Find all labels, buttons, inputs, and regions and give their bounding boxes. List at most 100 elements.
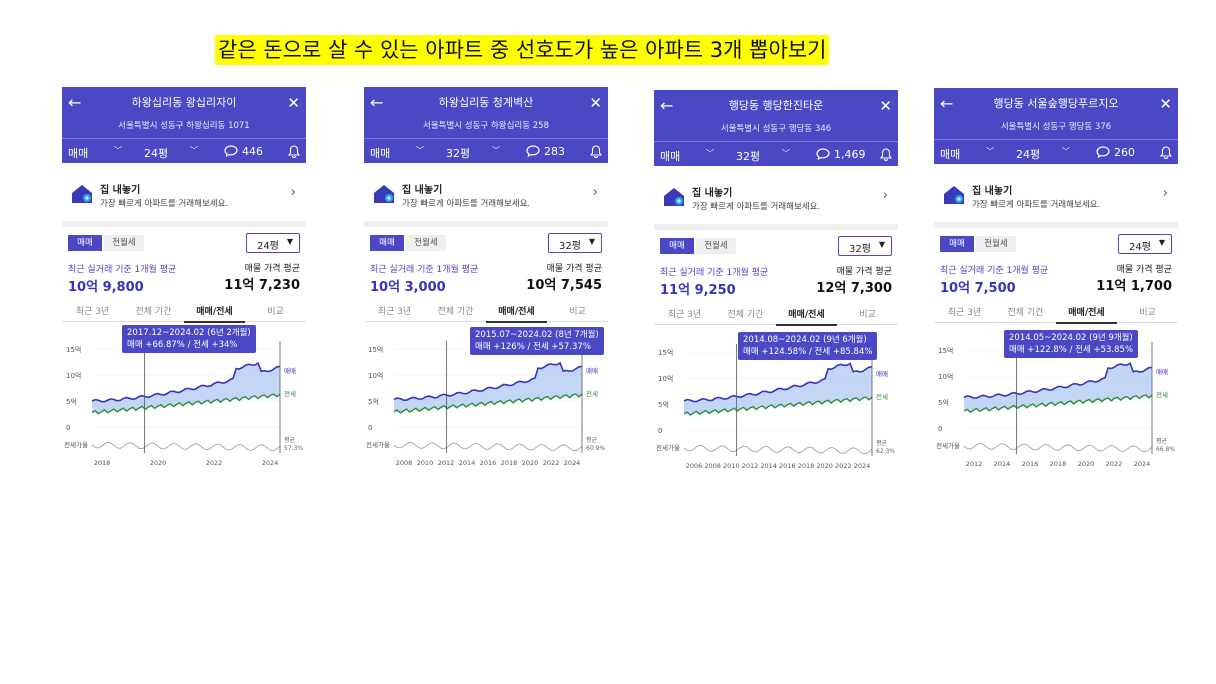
sell-banner[interactable]: 집 내놓기 가장 빠르게 아파트를 거래해보세요. ›	[654, 172, 898, 230]
comment-icon[interactable]	[224, 145, 238, 160]
back-arrow-icon[interactable]: ←	[940, 94, 954, 113]
bell-icon[interactable]	[287, 145, 301, 161]
jeonse-rate-axis-label: 전세가율	[64, 440, 88, 449]
sell-banner[interactable]: 집 내놓기 가장 빠르게 아파트를 거래해보세요. ›	[364, 169, 608, 227]
tab-trade[interactable]: 매매	[68, 235, 102, 251]
tab-all-period[interactable]: 전체 기간	[437, 307, 474, 317]
jeonse-line	[963, 394, 1153, 414]
size-select[interactable]: 24평	[144, 147, 169, 160]
bell-icon[interactable]	[589, 145, 603, 161]
sell-subtitle: 가장 빠르게 아파트를 거래해보세요.	[972, 200, 1101, 210]
back-arrow-icon[interactable]: ←	[68, 93, 82, 112]
size-dropdown[interactable]: 32평 ▼	[548, 233, 602, 253]
size-dropdown-value: 24평	[257, 241, 279, 252]
tab-trade[interactable]: 매매	[940, 236, 974, 252]
sell-banner[interactable]: 집 내놓기 가장 빠르게 아파트를 거래해보세요. ›	[934, 170, 1178, 228]
size-dropdown[interactable]: 24평 ▼	[1118, 234, 1172, 254]
jeonse-series-label: 전세	[876, 392, 888, 401]
comment-count: 446	[242, 145, 263, 158]
y-tick-label: 0	[938, 425, 942, 433]
tab-compare[interactable]: 비교	[569, 307, 586, 317]
chevron-right-icon[interactable]: ›	[882, 188, 888, 203]
price-chart[interactable]: 15억 10억 5억 0 2008 2010 2012 2014 2016 2018 2020 202…	[364, 321, 608, 471]
avg-label: 평균	[586, 436, 598, 444]
card-header: ← 하왕십리동 청계벽산 ✕ 서울특별시 성동구 하왕십리동 258 매매 ﹀ …	[364, 87, 608, 163]
size-dropdown[interactable]: 32평 ▼	[838, 236, 892, 256]
apartment-name: 행당동 행당한진타운	[728, 99, 824, 112]
tab-all-period[interactable]: 전체 기간	[1007, 308, 1044, 318]
chevron-right-icon[interactable]: ›	[290, 185, 296, 200]
deal-type-select[interactable]: 매매	[660, 150, 681, 163]
x-tick-label: 2014	[459, 459, 476, 467]
tab-recent-3y[interactable]: 최근 3년	[947, 308, 982, 318]
sell-title: 집 내놓기	[402, 185, 443, 196]
deal-type-select[interactable]: 매매	[68, 147, 89, 160]
comment-icon[interactable]	[1096, 146, 1110, 161]
back-arrow-icon[interactable]: ←	[370, 93, 384, 112]
tab-compare[interactable]: 비교	[859, 310, 876, 320]
comment-icon[interactable]	[526, 145, 540, 160]
tab-trade[interactable]: 매매	[370, 235, 404, 251]
tab-recent-3y[interactable]: 최근 3년	[667, 310, 702, 320]
back-arrow-icon[interactable]: ←	[660, 96, 674, 115]
tab-all-period[interactable]: 전체 기간	[135, 307, 172, 317]
comment-count: 283	[544, 145, 565, 158]
chevron-down-icon[interactable]: ﹀	[706, 149, 714, 158]
sell-subtitle: 가장 빠르게 아파트를 거래해보세요.	[100, 199, 229, 209]
tab-rent[interactable]: 전월세	[104, 235, 144, 251]
deal-type-select[interactable]: 매매	[370, 147, 391, 160]
bell-icon[interactable]	[1159, 146, 1173, 162]
close-icon[interactable]: ✕	[589, 94, 602, 112]
size-select[interactable]: 24평	[1016, 148, 1041, 161]
avg-price-label: 최근 실거래 기준 1개월 평균	[660, 268, 769, 278]
jeonse-series-label: 전세	[284, 389, 296, 398]
chevron-down-icon[interactable]: ﹀	[1062, 147, 1070, 156]
tab-rent[interactable]: 전월세	[696, 238, 736, 254]
price-chart[interactable]: 15억 10억 5억 0 2012 2014 2016 2018 2020 2022 2024 매매전…	[934, 322, 1178, 472]
x-tick-label: 2020	[816, 462, 833, 470]
tab-rent[interactable]: 전월세	[976, 236, 1016, 252]
jeonse-rate-axis-label: 전세가율	[656, 443, 680, 452]
bell-icon[interactable]	[879, 148, 893, 164]
tab-trade-jeonse[interactable]: 매매/전세	[184, 304, 245, 323]
tab-all-period[interactable]: 전체 기간	[727, 310, 764, 320]
y-tick-label: 10억	[938, 373, 953, 381]
y-tick-label: 5억	[658, 401, 669, 409]
size-dropdown[interactable]: 24평 ▼	[246, 233, 300, 253]
tab-rent[interactable]: 전월세	[406, 235, 446, 251]
listing-price-value: 10억 7,545	[526, 278, 602, 293]
chevron-right-icon[interactable]: ›	[1162, 186, 1168, 201]
x-tick-label: 2022	[835, 462, 852, 470]
chevron-down-icon[interactable]: ﹀	[114, 146, 122, 155]
tab-trade[interactable]: 매매	[660, 238, 694, 254]
tab-trade-jeonse[interactable]: 매매/전세	[1056, 305, 1117, 324]
tab-compare[interactable]: 비교	[267, 307, 284, 317]
y-tick-label: 10억	[66, 372, 81, 380]
chevron-right-icon[interactable]: ›	[592, 185, 598, 200]
chart-tooltip: 2015.07~2024.02 (8년 7개월) 매매 +126% / 전세 +…	[470, 327, 604, 355]
listing-price-value: 12억 7,300	[816, 281, 892, 296]
size-select[interactable]: 32평	[446, 147, 471, 160]
page-title: 같은 돈으로 살 수 있는 아파트 중 선호도가 높은 아파트 3개 뽑아보기	[215, 35, 830, 65]
avg-price-value: 10억 7,500	[940, 281, 1016, 296]
chevron-down-icon[interactable]: ﹀	[492, 146, 500, 155]
tab-recent-3y[interactable]: 최근 3년	[377, 307, 412, 317]
tab-compare[interactable]: 비교	[1139, 308, 1156, 318]
tab-recent-3y[interactable]: 최근 3년	[75, 307, 110, 317]
avg-label: 평균	[284, 436, 296, 444]
deal-type-select[interactable]: 매매	[940, 148, 961, 161]
chevron-down-icon[interactable]: ﹀	[782, 149, 790, 158]
comment-icon[interactable]	[816, 148, 830, 163]
size-select[interactable]: 32평	[736, 150, 761, 163]
sell-banner[interactable]: 집 내놓기 가장 빠르게 아파트를 거래해보세요. ›	[62, 169, 306, 227]
chevron-down-icon[interactable]: ﹀	[416, 146, 424, 155]
tab-trade-jeonse[interactable]: 매매/전세	[486, 304, 547, 323]
chevron-down-icon[interactable]: ﹀	[986, 147, 994, 156]
close-icon[interactable]: ✕	[1159, 95, 1172, 113]
close-icon[interactable]: ✕	[879, 97, 892, 115]
chevron-down-icon[interactable]: ﹀	[190, 146, 198, 155]
close-icon[interactable]: ✕	[287, 94, 300, 112]
tab-trade-jeonse[interactable]: 매매/전세	[776, 307, 837, 326]
